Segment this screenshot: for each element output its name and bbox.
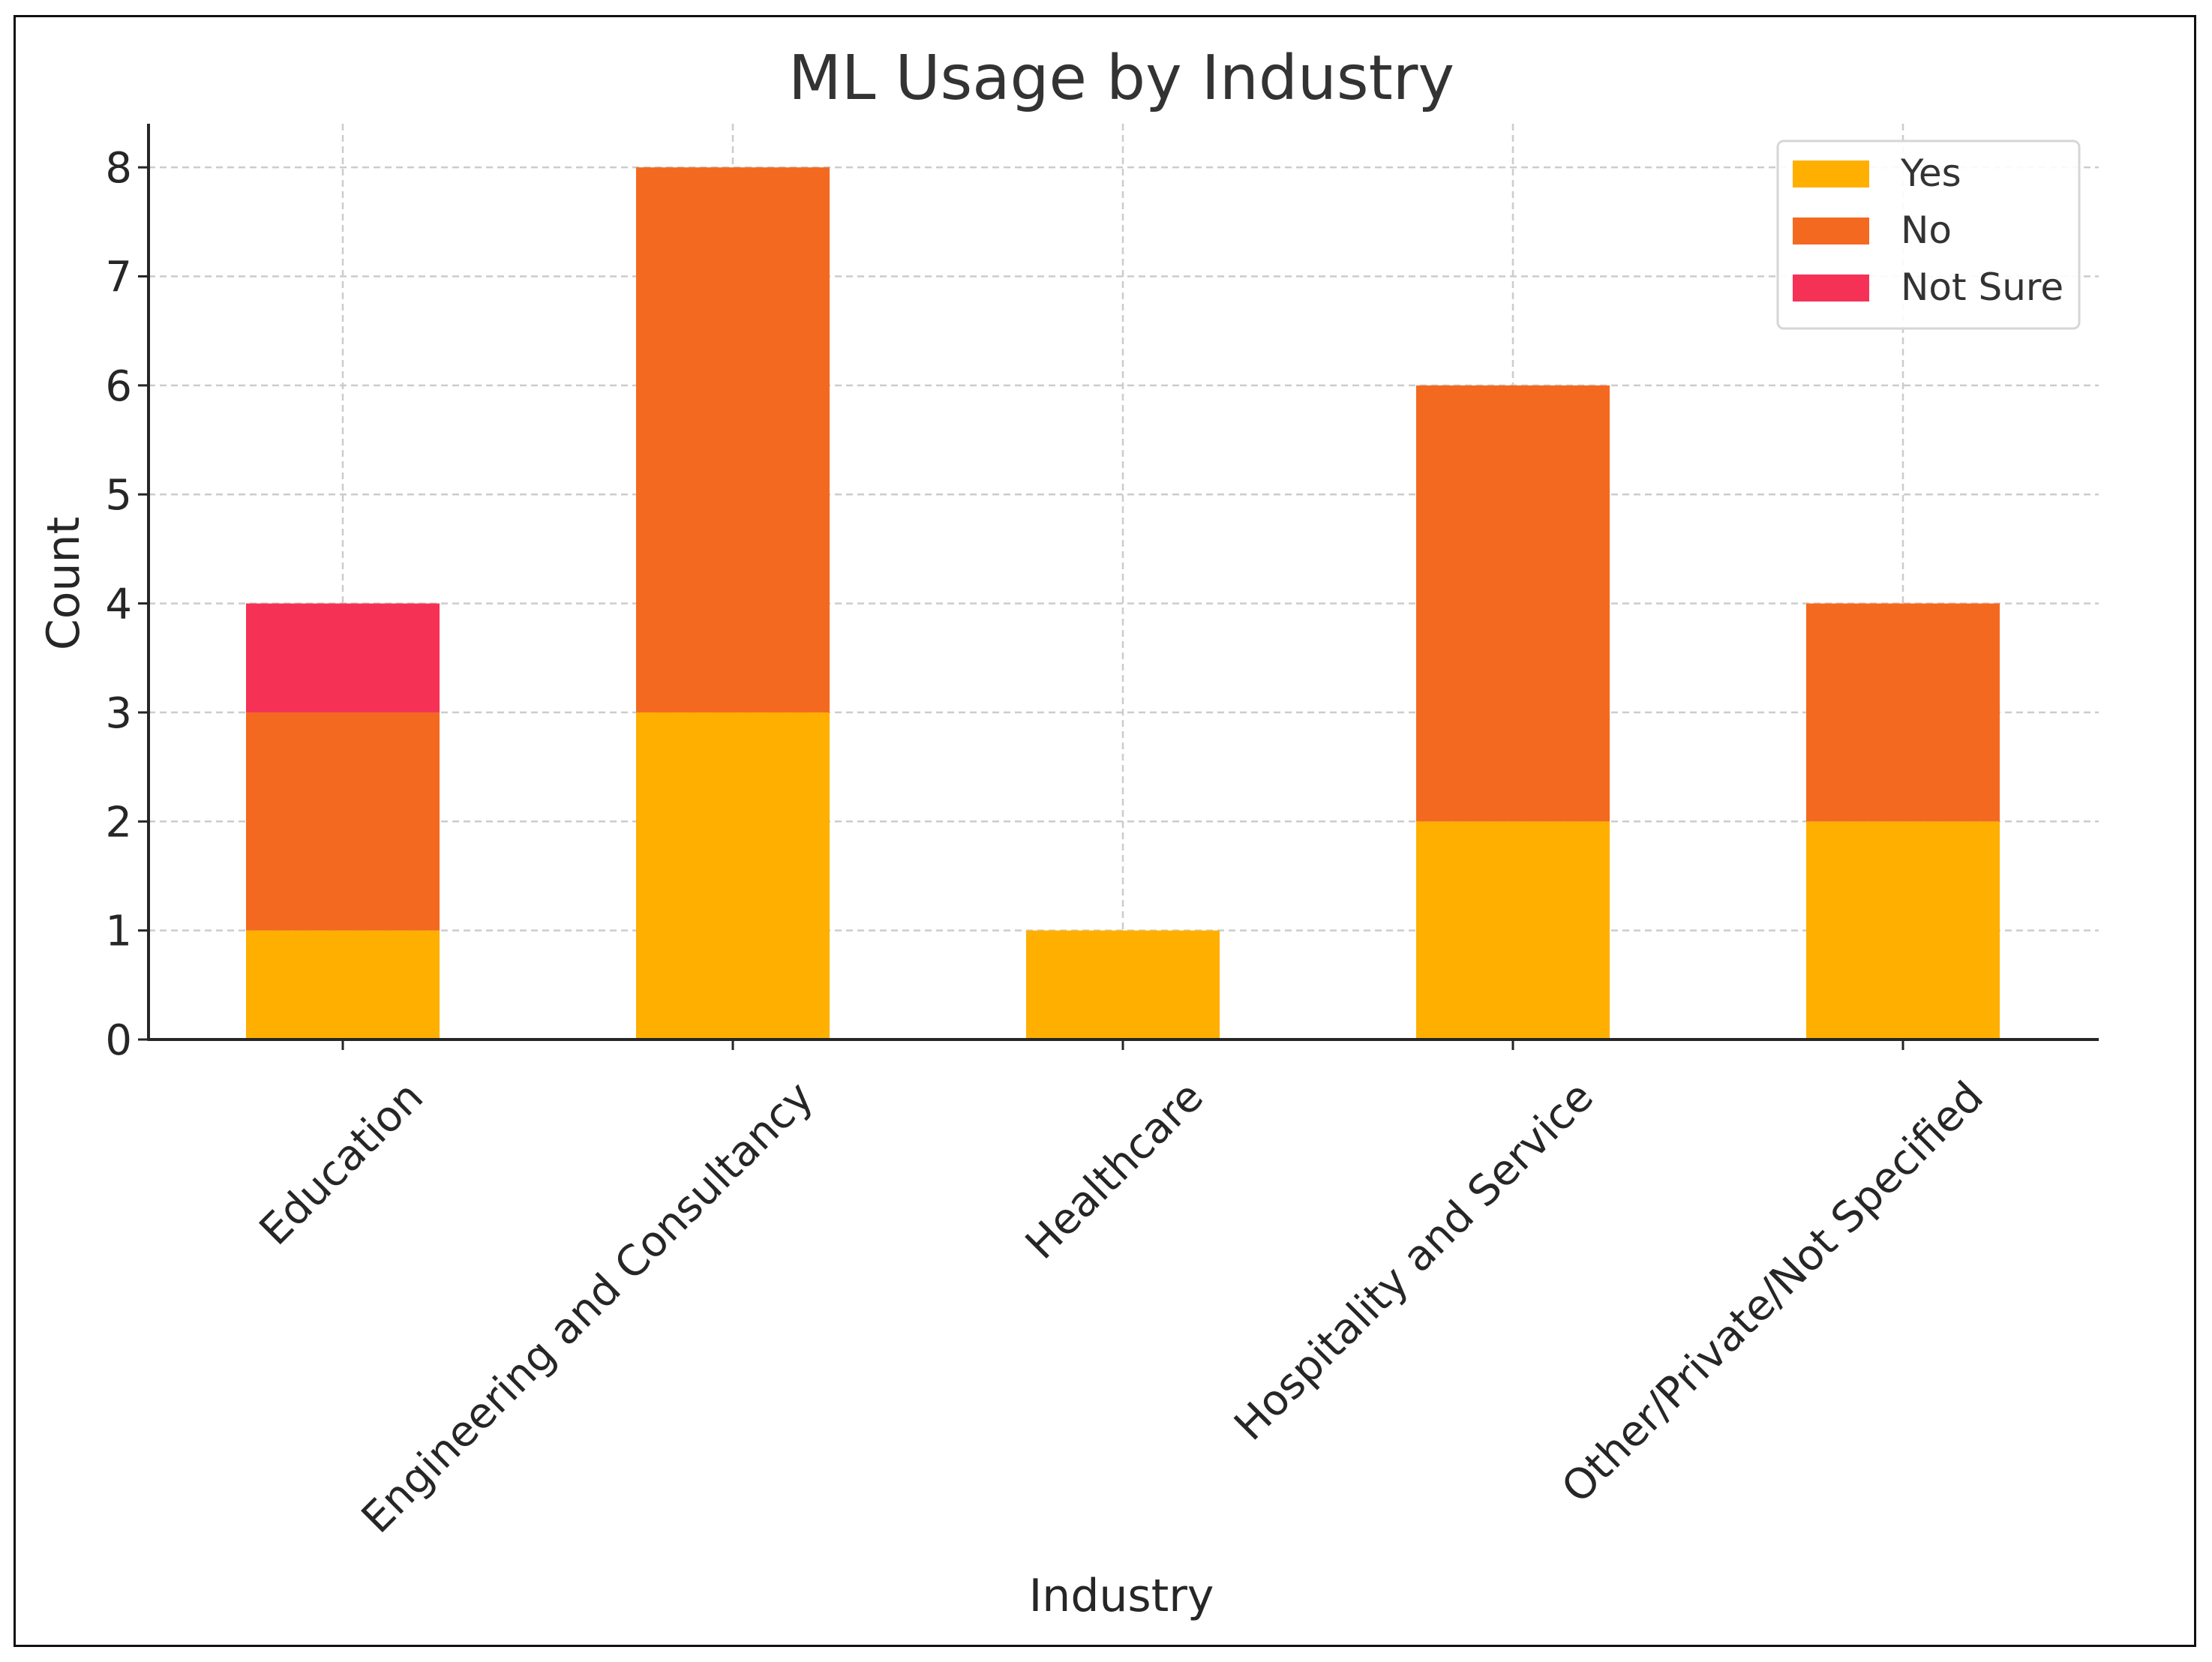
bars [246,167,2000,1040]
legend-label: No [1901,208,1952,252]
y-tick-label: 2 [105,798,132,847]
x-tick-label: Healthcare [1016,1072,1213,1269]
chart-title: ML Usage by Industry [788,43,1454,114]
y-tick-label: 4 [105,580,132,629]
y-tick-label: 3 [105,689,132,738]
legend-swatch-no [1793,218,1869,244]
y-tick-label: 8 [105,144,132,193]
bar-yes-1 [246,930,440,1040]
bar-yes-5 [1806,821,2000,1040]
bar-yes-2 [636,712,830,1040]
x-tick-label: Engineering and Consultancy [353,1072,823,1543]
legend-label: Yes [1900,152,1961,195]
bar-no-1 [246,712,440,931]
x-tick-label: Other/Private/Not Specified [1553,1072,1993,1513]
x-tick-label: Hospitality and Service [1225,1072,1603,1450]
legend-swatch-not-sure [1793,274,1869,302]
y-tick-label: 5 [105,471,132,520]
bar-not-sure-1 [246,603,440,712]
y-tick-labels: 0 1 2 3 4 5 6 7 8 [105,144,132,1065]
axes [138,124,2099,1050]
legend-label: Not Sure [1901,266,2063,309]
bar-yes-3 [1026,930,1220,1040]
y-axis-title: Count [38,517,90,650]
y-tick-label: 0 [105,1016,132,1065]
bar-no-5 [1806,603,2000,822]
y-tick-label: 1 [105,908,132,956]
bar-no-2 [636,167,830,712]
y-tick-label: 7 [105,254,132,302]
bar-no-4 [1416,385,1610,822]
x-tick-label: Education [251,1072,433,1255]
legend-swatch-yes [1793,160,1869,188]
bar-yes-4 [1416,821,1610,1040]
y-tick-label: 6 [105,362,132,411]
legend: Yes No Not Sure [1776,140,2081,330]
x-axis-title: Industry [1029,1570,1214,1622]
